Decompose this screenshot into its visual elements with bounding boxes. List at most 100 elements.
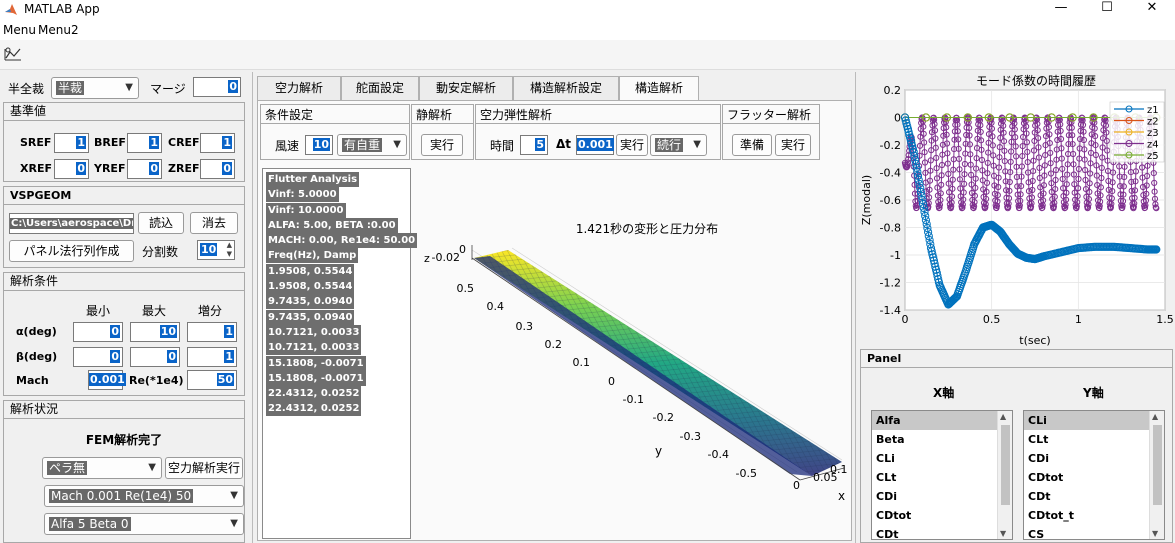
maximize-button[interactable]: ☐ [1101,0,1113,15]
legend-label-z4: z4 [1147,140,1159,151]
reynolds-input[interactable]: 50 [187,370,237,390]
list-item[interactable]: CDtot_t [1028,509,1075,522]
list-item[interactable]: CDi [1028,452,1049,465]
y-axis-listbox[interactable]: CLi CLt CDi CDtot CDt CDtot_t CS ▲ ▼ [1023,410,1165,540]
beta-step-input[interactable]: 1 [187,347,237,367]
alpha-step-input[interactable]: 1 [187,322,237,342]
series-point-z4 [1092,142,1099,149]
series-point-z4 [1069,132,1076,139]
alpha-min-input[interactable]: 0 [73,322,123,342]
menu-item-menu2[interactable]: Menu2 [38,23,79,37]
x-axis-listbox[interactable]: Alfa Beta CLi CLt CDi CDtot CDt ▲ ▼ [871,410,1013,540]
chart-y-label: Z(modal) [860,175,873,225]
y-tick-label: -0.4 [880,167,901,180]
bref-input[interactable]: 1 [127,133,162,153]
series-point-z4 [1008,138,1015,146]
continue-mode-dropdown[interactable]: 続行 ▼ [650,134,707,156]
series-point-z4 [949,185,956,192]
flutter-run-button[interactable]: 実行 [775,134,811,156]
series-point-z4 [1035,144,1042,151]
zref-input[interactable]: 0 [200,159,235,179]
scroll-up-icon[interactable]: ▲ [1000,412,1007,421]
series-point-z1 [908,142,917,151]
series-point-z4 [1003,194,1010,201]
spinner-arrows-icon[interactable]: ▲ ▼ [226,241,232,258]
flutter-prep-button[interactable]: 準備 [732,134,772,156]
tab-aero-analysis[interactable]: 空力解析 [257,76,341,100]
list-item[interactable]: CLi [1024,411,1164,430]
mach-input[interactable]: 0.001 [88,370,126,390]
list-item[interactable]: CDtot [876,509,912,522]
list-item[interactable]: CLt [1028,433,1049,446]
analysis-status-title: 解析状況 [4,401,244,419]
series-point-z4 [914,197,921,204]
menu-item-menu[interactable]: Menu [3,23,36,37]
minimize-button[interactable]: — [1054,0,1068,15]
scroll-down-icon[interactable]: ▼ [1000,529,1007,538]
series-point-z1 [929,256,939,265]
panel-matrix-button[interactable]: パネル法行列作成 [9,240,134,262]
list-item[interactable]: CDtot [1028,471,1064,484]
series-point-z4 [1119,198,1127,205]
tab-control-surface[interactable]: 舵面設定 [341,76,419,100]
scroll-thumb[interactable] [1153,425,1162,505]
series-point-z4 [977,122,984,129]
series-point-z4 [1069,141,1076,148]
time-input[interactable]: 5 [520,135,548,155]
list-item[interactable]: Beta [876,433,905,446]
x-list-scrollbar[interactable]: ▲ ▼ [997,411,1012,539]
series-point-z4 [955,145,962,152]
flutter-output-textarea[interactable]: Flutter Analysis Vinf: 5.0000 Vinf: 10.0… [262,168,418,539]
beta-max-input[interactable]: 0 [130,347,180,367]
plot-tools-icon[interactable] [4,46,22,62]
alpha-max-input[interactable]: 10 [130,322,180,342]
scroll-down-icon[interactable]: ▼ [1152,529,1159,538]
vspgeom-path-field[interactable]: C:\Users\aerospace\Dr [9,213,134,234]
wind-speed-input[interactable]: 10 [305,135,333,155]
list-item[interactable]: CLi [876,452,895,465]
series-point-z4 [1059,165,1066,173]
scroll-thumb[interactable] [1001,425,1010,505]
list-item[interactable]: CDt [1028,490,1051,503]
output-line: 9.7435, 0.0940 [266,309,355,325]
deformation-3d-plot[interactable]: 1.421秒の変形と圧力分布 0 -0.02 z 0.5 0.4 0.3 0.2… [412,200,852,540]
alfa-beta-dropdown[interactable]: Alfa 5 Beta 0 ▼ [44,513,244,535]
modal-history-chart[interactable]: モード係数の時間履歴 0 0.5 1 1.5 0.2 0 -0.2 -0.4 -0.6 -0.8 -… [858,72,1175,348]
list-item[interactable]: Alfa [872,411,1012,430]
y-tick-label: -1 [890,249,901,262]
x-tick: 0.05 [813,471,838,484]
tab-dynamic-stability[interactable]: 動安定解析 [419,76,513,100]
tab-structural-analysis[interactable]: 構造解析 [619,76,699,101]
dt-input[interactable]: 0.001 [576,135,614,155]
series-point-z4 [1092,133,1099,140]
aeroelastic-run-button[interactable]: 実行 [616,134,648,156]
y-list-scrollbar[interactable]: ▲ ▼ [1149,411,1164,539]
sref-input[interactable]: 1 [54,133,89,153]
series-point-z4 [1151,188,1158,195]
series-point-z4 [1036,164,1043,172]
mach-re-dropdown[interactable]: Mach 0.001 Re(1e4) 50 ▼ [44,485,244,507]
yref-input[interactable]: 0 [127,159,162,179]
series-point-z4 [971,203,978,210]
list-item[interactable]: CDi [876,490,897,503]
tab-structural-settings[interactable]: 構造解析設定 [513,76,619,100]
list-item[interactable]: CLt [876,471,897,484]
close-button[interactable]: ✕ [1146,0,1158,15]
self-weight-value: 有自重 [342,138,383,152]
propeller-dropdown[interactable]: ペラ無 ▼ [42,457,162,479]
cref-input[interactable]: 1 [200,133,235,153]
division-spinner[interactable]: 10 ▲ ▼ [197,240,235,260]
beta-min-input[interactable]: 0 [73,347,123,367]
load-button[interactable]: 読込 [138,212,184,234]
half-full-dropdown[interactable]: 半裁 ▼ [51,77,139,99]
static-run-button[interactable]: 実行 [421,134,463,156]
erase-button[interactable]: 消去 [190,212,238,234]
self-weight-dropdown[interactable]: 有自重 ▼ [337,134,407,156]
list-item[interactable]: CS [1028,528,1045,540]
list-item[interactable]: CDt [876,528,899,540]
xref-input[interactable]: 0 [54,159,89,179]
margin-input[interactable]: 0 [193,77,241,97]
run-aero-button[interactable]: 空力解析実行 [165,457,243,479]
left-panel: 半全裁 半裁 ▼ マージ 0 基準値 SREF 1 BREF 1 CREF 1 … [0,72,248,543]
scroll-up-icon[interactable]: ▲ [1152,412,1159,421]
